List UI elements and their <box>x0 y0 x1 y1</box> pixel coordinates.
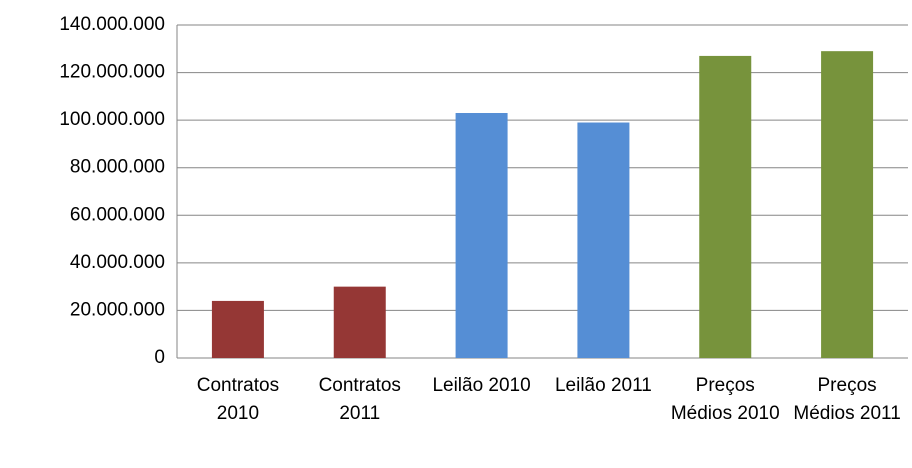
y-tick-label: 140.000.000 <box>59 14 165 35</box>
x-tick-label: Contratos 2011 <box>318 375 401 424</box>
y-tick-label: 120.000.000 <box>59 62 165 83</box>
bar <box>455 113 508 358</box>
y-tick-label: 60.000.000 <box>70 204 165 225</box>
bar <box>333 286 386 358</box>
y-tick-label: 80.000.000 <box>70 157 165 178</box>
bar <box>211 300 264 358</box>
x-tick-label: Preços Médios 2011 <box>793 375 901 424</box>
y-tick-label: 100.000.000 <box>59 109 165 130</box>
x-tick-label: Leilão 2010 <box>432 375 531 396</box>
y-tick-label: 0 <box>154 347 165 368</box>
x-tick-label: Leilão 2011 <box>554 375 652 396</box>
x-tick-label: Preços Médios 2010 <box>670 375 780 424</box>
bar <box>699 55 752 359</box>
x-tick-label: Contratos 2010 <box>196 375 280 424</box>
bar <box>821 51 874 359</box>
bar <box>577 122 630 359</box>
y-tick-label: 20.000.000 <box>70 299 165 320</box>
y-tick-label: 40.000.000 <box>70 252 165 273</box>
